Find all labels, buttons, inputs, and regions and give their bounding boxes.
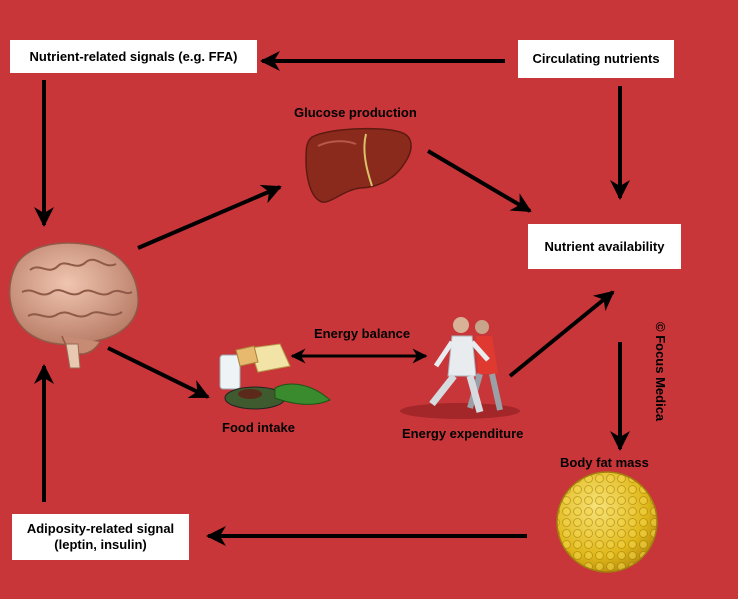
- nutrient-availability-label: Nutrient availability: [544, 238, 665, 254]
- circulating-nutrients-box: Circulating nutrients: [518, 40, 674, 78]
- fat-cells-icon: [556, 471, 658, 573]
- glucose-production-label: Glucose production: [294, 105, 417, 120]
- circulating-nutrients-label: Circulating nutrients: [532, 51, 660, 66]
- arrow-expenditure-to-availability: [508, 290, 615, 378]
- arrow-brain-to-food: [107, 346, 210, 399]
- energy-expenditure-label: Energy expenditure: [402, 426, 524, 441]
- nutrient-signals-box: Nutrient-related signals (e.g. FFA): [10, 40, 257, 73]
- adiposity-signal-box: Adiposity-related signal (leptin, insuli…: [12, 514, 189, 560]
- arrow-liver-to-availability: [426, 149, 532, 213]
- copyright-text: © Focus Medica: [653, 322, 668, 422]
- body-fat-mass-label: Body fat mass: [560, 455, 649, 470]
- arrow-brain-to-liver: [137, 184, 282, 250]
- adiposity-label-line2: (leptin, insulin): [54, 537, 147, 552]
- nutrient-signals-label: Nutrient-related signals (e.g. FFA): [29, 48, 238, 64]
- food-intake-label: Food intake: [222, 420, 295, 435]
- adiposity-label-line1: Adiposity-related signal: [26, 521, 175, 536]
- food-icon: [219, 343, 331, 410]
- nutrient-availability-box: Nutrient availability: [528, 224, 681, 269]
- brain-icon: [8, 242, 139, 369]
- runners-icon: [400, 317, 520, 419]
- energy-balance-label: Energy balance: [314, 326, 411, 341]
- liver-icon: [305, 127, 412, 203]
